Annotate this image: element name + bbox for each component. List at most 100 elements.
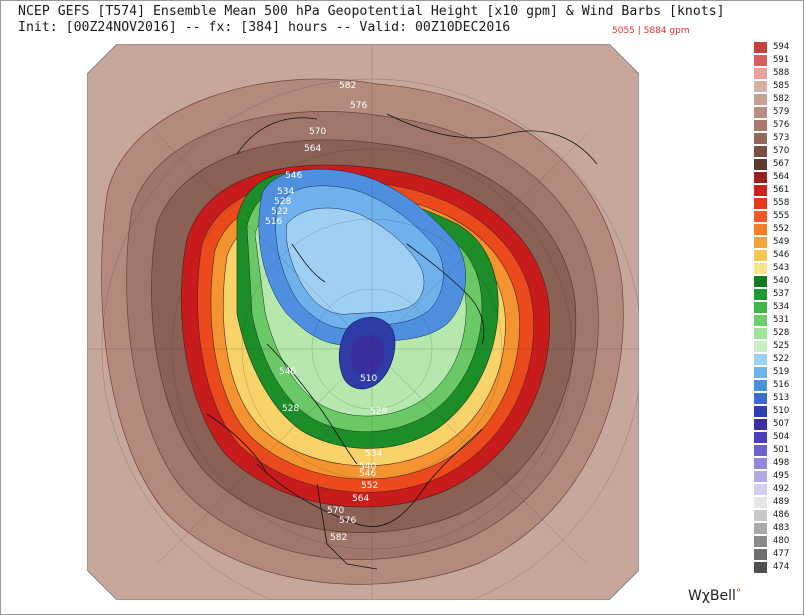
legend-swatch — [754, 523, 767, 534]
legend-entry: 561 — [754, 185, 804, 196]
contour-label: 510 — [360, 374, 377, 384]
legend-swatch — [754, 263, 767, 274]
legend-swatch — [754, 302, 767, 313]
legend-label: 594 — [773, 42, 790, 52]
legend-swatch — [754, 458, 767, 469]
legend-swatch — [754, 120, 767, 131]
legend-label: 549 — [773, 237, 790, 247]
legend-swatch — [754, 237, 767, 248]
legend-label: 486 — [773, 510, 790, 520]
legend-label: 519 — [773, 367, 790, 377]
legend-swatch — [754, 432, 767, 443]
legend-swatch — [754, 94, 767, 105]
legend-label: 540 — [773, 276, 790, 286]
legend-label: 531 — [773, 315, 790, 325]
legend-label: 510 — [773, 406, 790, 416]
legend-label: 564 — [773, 172, 790, 182]
legend-swatch — [754, 55, 767, 66]
brand-logo: WχBell° — [688, 588, 741, 604]
legend-label: 561 — [773, 185, 790, 195]
legend-swatch — [754, 81, 767, 92]
contour-label: 546 — [359, 469, 376, 479]
value-range-label: 5055 | 5884 gpm — [612, 26, 690, 36]
graticule — [87, 44, 639, 600]
legend-swatch — [754, 250, 767, 261]
legend-label: 582 — [773, 94, 790, 104]
legend-swatch — [754, 185, 767, 196]
legend-entry: 594 — [754, 42, 804, 53]
contour-label: 540 — [359, 462, 376, 472]
legend-label: 498 — [773, 458, 790, 468]
legend-swatch — [754, 107, 767, 118]
legend-entry: 576 — [754, 120, 804, 131]
legend-label: 483 — [773, 523, 790, 533]
contour-label: 540 — [279, 367, 296, 377]
contour-label: 576 — [350, 101, 367, 111]
legend-swatch — [754, 211, 767, 222]
legend-entry: 507 — [754, 419, 804, 430]
legend-entry: 492 — [754, 484, 804, 495]
legend-entry: 486 — [754, 510, 804, 521]
legend-entry: 516 — [754, 380, 804, 391]
legend-entry: 573 — [754, 133, 804, 144]
legend-swatch — [754, 484, 767, 495]
brand-name: WχBell — [688, 588, 736, 604]
legend-entry: 474 — [754, 562, 804, 573]
legend-entry: 537 — [754, 289, 804, 300]
legend-label: 552 — [773, 224, 790, 234]
legend-entry: 585 — [754, 81, 804, 92]
legend-entry: 555 — [754, 211, 804, 222]
legend-swatch — [754, 445, 767, 456]
chart-title: NCEP GEFS [T574] Ensemble Mean 500 hPa G… — [18, 4, 725, 19]
legend-label: 534 — [773, 302, 790, 312]
legend-entry: 591 — [754, 55, 804, 66]
contour-label: 576 — [339, 516, 356, 526]
contour-label: 564 — [352, 494, 369, 504]
legend-swatch — [754, 133, 767, 144]
legend-label: 489 — [773, 497, 790, 507]
legend-label: 567 — [773, 159, 790, 169]
legend-label: 513 — [773, 393, 790, 403]
legend-entry: 522 — [754, 354, 804, 365]
coastlines — [206, 113, 598, 570]
legend-label: 555 — [773, 211, 790, 221]
legend-entry: 495 — [754, 471, 804, 482]
legend-label: 474 — [773, 562, 790, 572]
legend-swatch — [754, 68, 767, 79]
contour-label: 552 — [361, 481, 378, 491]
legend-swatch — [754, 393, 767, 404]
legend-entry: 579 — [754, 107, 804, 118]
contour-labels: 582 576 570 564 546 534 528 522 516 510 … — [265, 81, 387, 543]
legend-label: 576 — [773, 120, 790, 130]
legend-label: 588 — [773, 68, 790, 78]
legend-label: 522 — [773, 354, 790, 364]
contour-label: 528 — [282, 404, 299, 414]
legend-swatch — [754, 276, 767, 287]
legend-label: 585 — [773, 81, 790, 91]
legend-entry: 546 — [754, 250, 804, 261]
legend-label: 525 — [773, 341, 790, 351]
legend-label: 507 — [773, 419, 790, 429]
legend-entry: 528 — [754, 328, 804, 339]
legend-swatch — [754, 328, 767, 339]
legend-swatch — [754, 471, 767, 482]
legend-label: 492 — [773, 484, 790, 494]
legend-entry: 549 — [754, 237, 804, 248]
legend-entry: 519 — [754, 367, 804, 378]
legend-entry: 558 — [754, 198, 804, 209]
legend-swatch — [754, 42, 767, 53]
legend-label: 516 — [773, 380, 790, 390]
legend-entry: 564 — [754, 172, 804, 183]
legend-entry: 483 — [754, 523, 804, 534]
legend-entry: 477 — [754, 549, 804, 560]
legend-label: 591 — [773, 55, 790, 65]
legend-entry: 552 — [754, 224, 804, 235]
legend-swatch — [754, 536, 767, 547]
legend-entry: 498 — [754, 458, 804, 469]
legend-entry: 570 — [754, 146, 804, 157]
legend-entry: 489 — [754, 497, 804, 508]
legend-swatch — [754, 289, 767, 300]
contour-label: 534 — [365, 449, 382, 459]
legend-entry: 543 — [754, 263, 804, 274]
contour-label: 582 — [339, 81, 356, 91]
